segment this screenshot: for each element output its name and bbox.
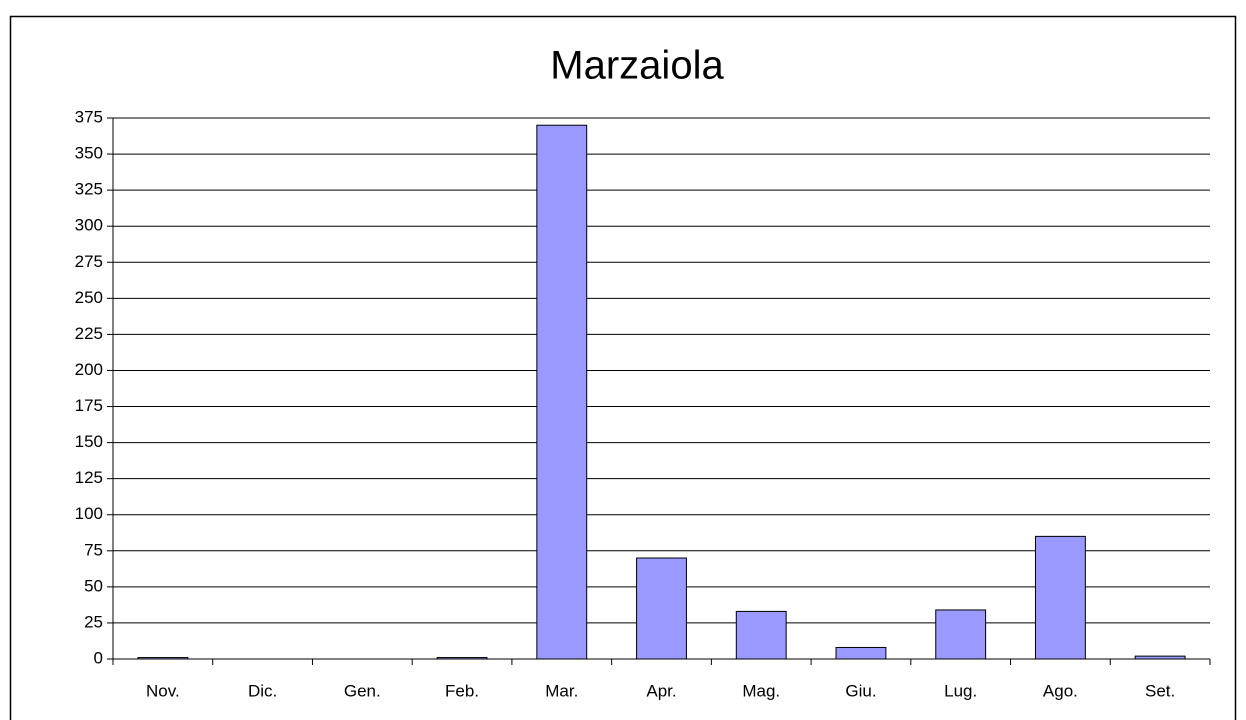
y-tick-label: 100 (75, 504, 103, 523)
y-tick-label: 250 (75, 288, 103, 307)
x-tick-label: Ago. (1043, 681, 1078, 700)
y-tick-label: 175 (75, 396, 103, 415)
chart-border (9, 15, 1237, 720)
y-tick-label: 75 (84, 540, 103, 559)
y-tick-label: 150 (75, 432, 103, 451)
y-tick-label: 275 (75, 252, 103, 271)
x-tick-label: Gen. (344, 681, 381, 700)
y-tick-label: 0 (94, 648, 103, 667)
x-tick-label: Nov. (146, 681, 180, 700)
x-tick-label: Dic. (248, 681, 277, 700)
y-tick-label: 325 (75, 180, 103, 199)
y-tick-label: 300 (75, 216, 103, 235)
x-tick-label: Feb. (445, 681, 479, 700)
chart-title: Marzaiola (550, 44, 724, 88)
y-tick-label: 375 (75, 107, 103, 126)
y-tick-label: 125 (75, 468, 103, 487)
y-tick-label: 50 (84, 576, 103, 595)
bar (636, 557, 687, 660)
x-tick-label: Set. (1145, 681, 1175, 700)
bar (735, 610, 787, 660)
x-tick-label: Apr. (646, 681, 676, 700)
bar (1034, 535, 1086, 660)
x-tick-label: Mar. (545, 681, 578, 700)
x-tick-label: Giu. (845, 681, 876, 700)
x-tick-label: Mag. (742, 681, 780, 700)
y-tick-label: 25 (84, 612, 103, 631)
bar (835, 646, 887, 660)
bar (536, 124, 588, 660)
y-tick-label: 200 (75, 360, 103, 379)
y-tick-label: 225 (75, 324, 103, 343)
x-tick-label: Lug. (944, 681, 977, 700)
bar (935, 609, 987, 660)
y-tick-label: 350 (75, 144, 103, 163)
